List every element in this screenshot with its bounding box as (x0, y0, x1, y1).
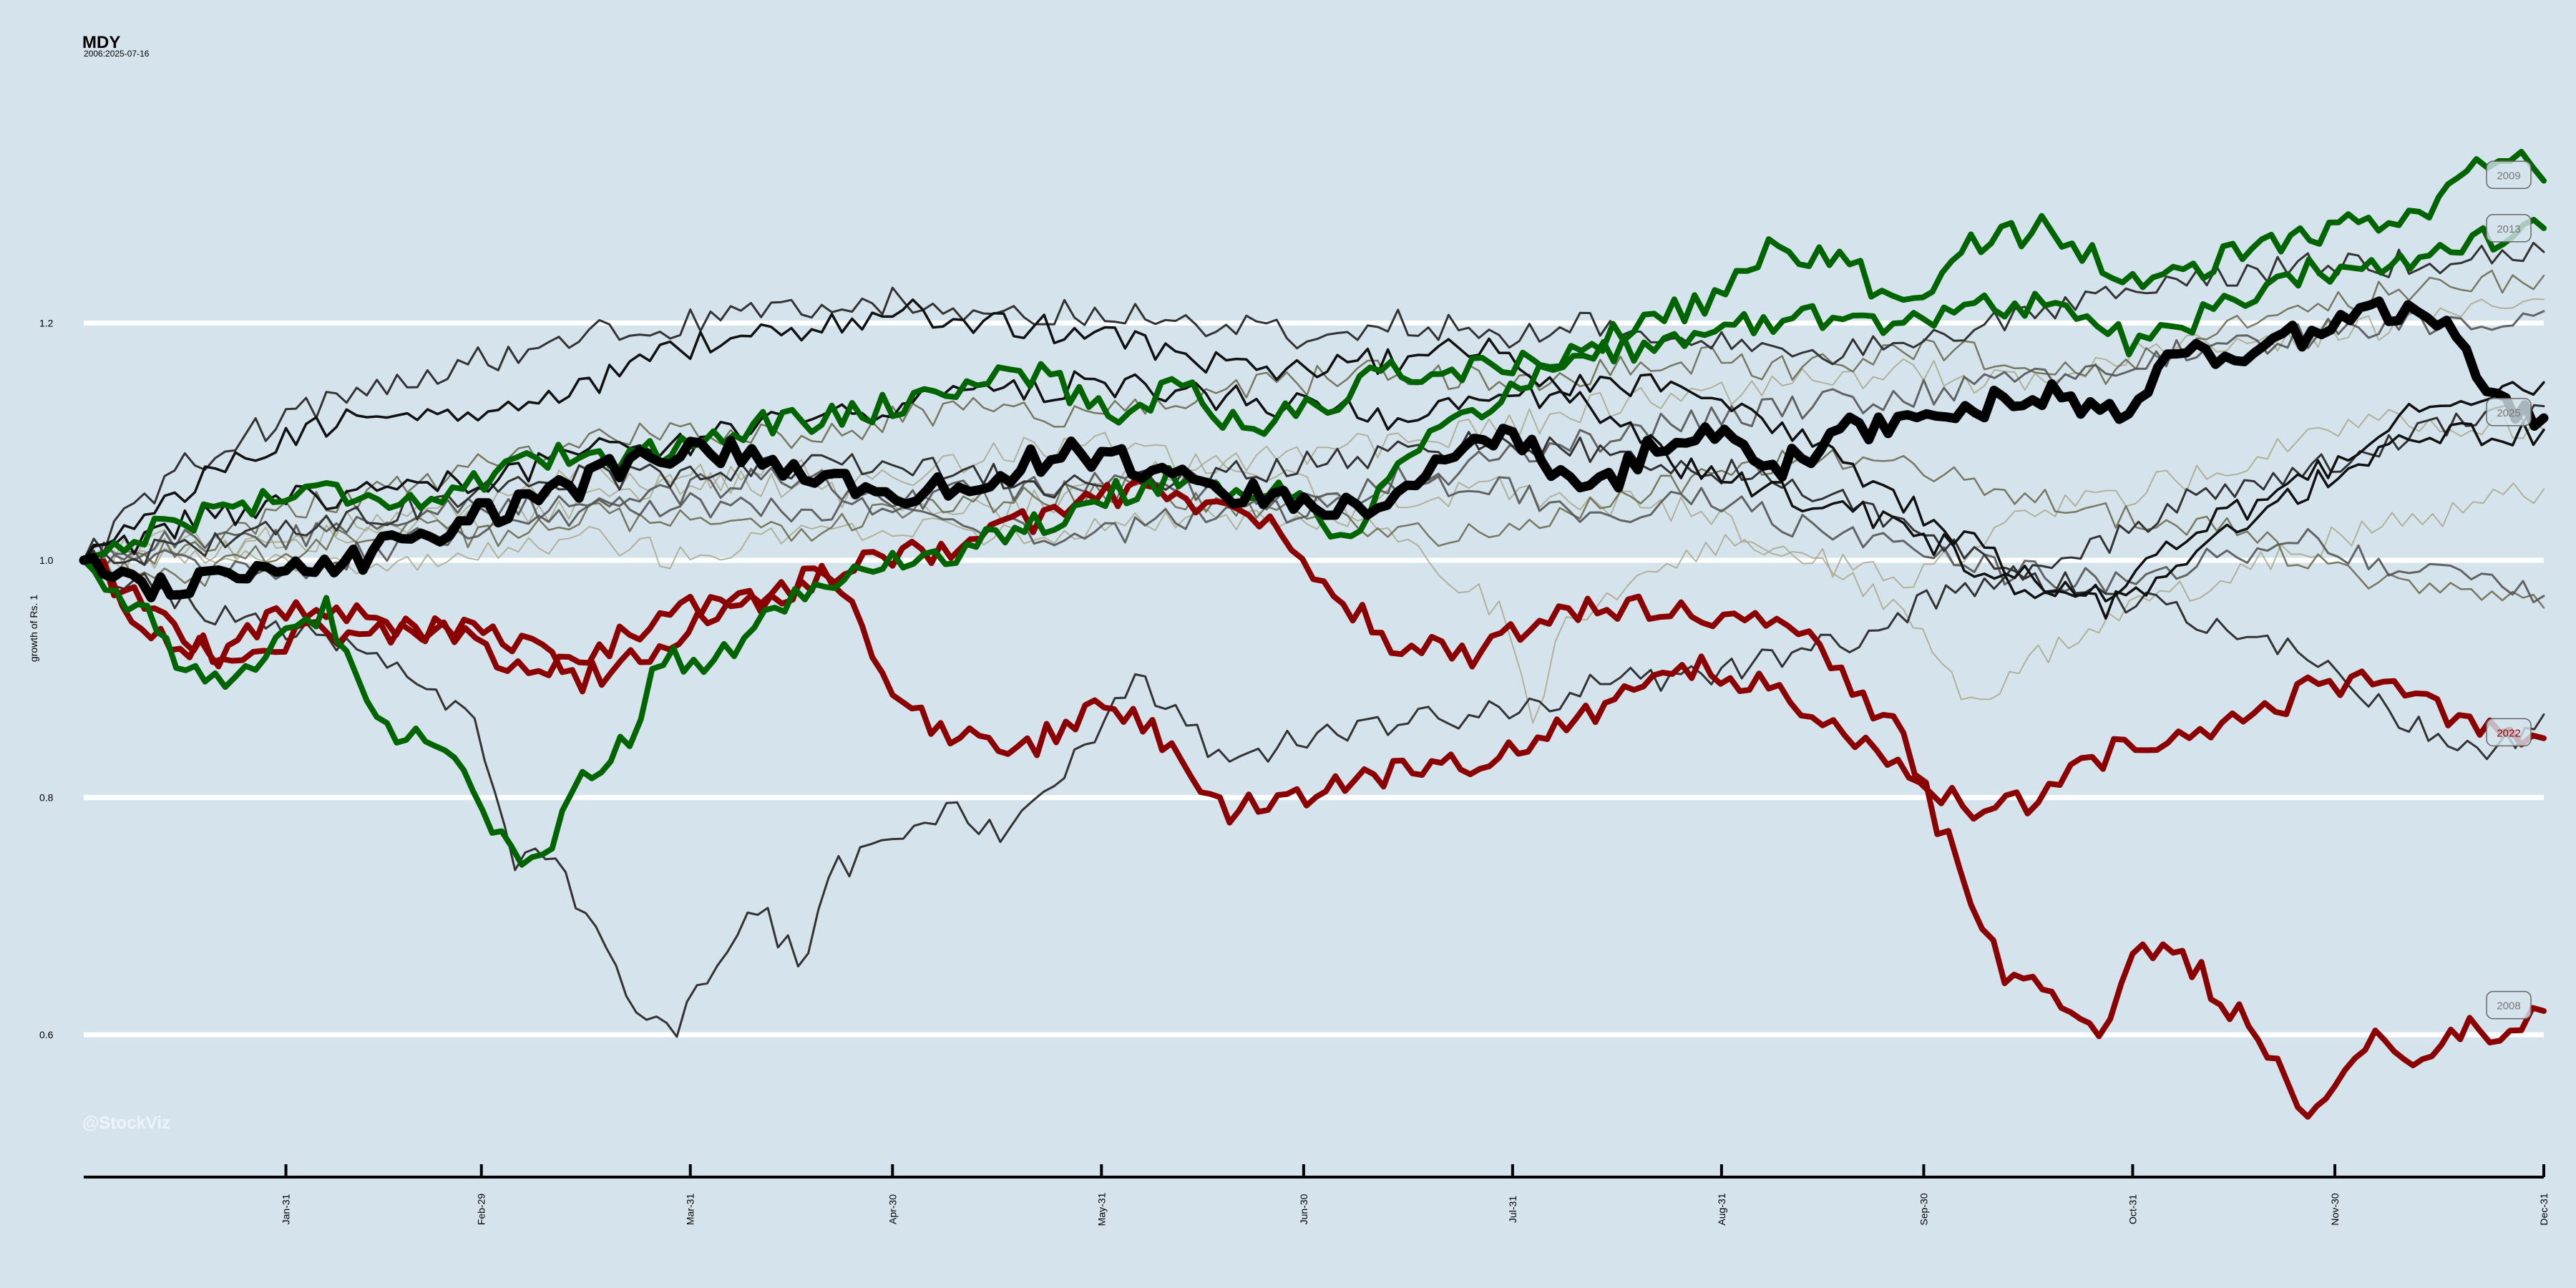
series-line (81, 557, 2547, 826)
end-label-text: 2008 (2497, 1000, 2520, 1013)
x-tick-label: Sep-30 (1918, 1193, 1929, 1225)
x-tick-label: Nov-30 (2329, 1193, 2341, 1225)
end-label-text: 2022 (2497, 727, 2520, 739)
x-tick-label: Oct-31 (2127, 1194, 2138, 1224)
x-tick-label: Feb-29 (476, 1194, 487, 1226)
series-line (82, 404, 2545, 1038)
end-label: 2022 (2486, 718, 2532, 747)
x-tick-label: Apr-30 (887, 1194, 898, 1224)
end-label: 2009 (2486, 160, 2532, 190)
y-axis-label: growth of Rs. 1 (28, 595, 39, 662)
end-label: 2025 (2486, 398, 2532, 426)
series-line (83, 476, 2545, 701)
end-label-box (2486, 718, 2532, 747)
series-line (83, 409, 2545, 724)
series-layer (79, 149, 2549, 1120)
x-tick-label: Dec-31 (2538, 1193, 2550, 1225)
chart-subtitle: 2006:2025-07-16 (84, 49, 150, 59)
end-label: 2013 (2486, 214, 2532, 243)
y-tick-label: 0.8 (39, 792, 54, 804)
series-line (82, 241, 2545, 562)
end-label-box (2486, 160, 2532, 190)
series-line (81, 477, 2547, 1120)
y-tick-label: 1.2 (39, 318, 54, 329)
end-label-box (2486, 398, 2532, 426)
chart-title: MDY (82, 33, 121, 52)
end-labels: 2009 2013 2025 2022 2008 (2486, 160, 2532, 1020)
series-line (82, 269, 2545, 567)
end-label-text: 2025 (2497, 407, 2520, 419)
x-tick-label: Mar-31 (685, 1194, 696, 1226)
x-tick-label: May-31 (1096, 1192, 1107, 1226)
series-line (82, 449, 2545, 609)
series-line (82, 298, 2545, 603)
series-line (81, 217, 2547, 563)
end-label-box (2486, 990, 2532, 1020)
end-label: 2008 (2486, 990, 2532, 1020)
x-tick-label: Jul-31 (1507, 1196, 1518, 1223)
watermark-text: @StockViz (82, 1113, 170, 1133)
series-line (79, 296, 2549, 602)
end-label-text: 2009 (2497, 170, 2520, 182)
series-line (82, 431, 2545, 761)
end-label-box (2486, 214, 2532, 243)
y-tick-label: 0.6 (39, 1029, 54, 1040)
x-axis: Jan-31 Feb-29 Mar-31 Apr-30 May-31 Jun-30 Jul-… (84, 1164, 2550, 1226)
y-tick-label: 1.0 (39, 555, 54, 566)
x-tick-label: Jan-31 (280, 1194, 292, 1224)
y-axis-ticks: 0.6 0.8 1.0 1.2 (39, 318, 54, 1041)
end-label-text: 2013 (2497, 223, 2520, 235)
x-tick-label: Aug-31 (1716, 1193, 1727, 1225)
x-tick-label: Jun-30 (1298, 1194, 1309, 1224)
grid-layer (84, 321, 2544, 1038)
